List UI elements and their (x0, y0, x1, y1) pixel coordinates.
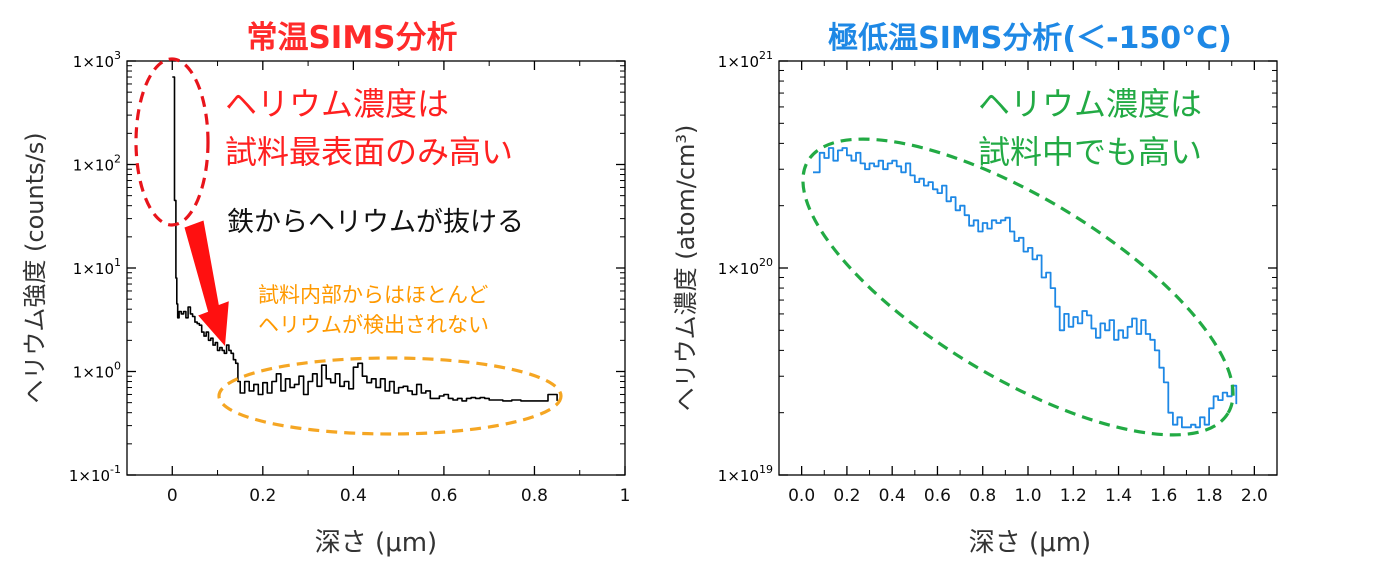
left-surface-ellipse (134, 57, 210, 227)
right-x-axis-label: 深さ (μm) (969, 528, 1091, 558)
right-x-tick-label: 0.6 (924, 486, 951, 506)
left-x-axis-label: 深さ (μm) (315, 528, 437, 558)
left-y-axis-ticks: 1×103 1×102 1×101 1×100 1×10-1 (69, 49, 625, 485)
left-x-tick-label: 0 (167, 486, 178, 506)
left-chart: 常温SIMS分析 1×103 1×102 1×101 1×100 1×10-1 0 0.2… (21, 20, 630, 558)
left-annotation-5: ヘリウムが検出されない (258, 313, 489, 337)
right-chart-title: 極低温SIMS分析(＜-150°C) (828, 21, 1232, 56)
right-x-tick-label: 1.0 (1014, 486, 1041, 506)
left-y-tick-label: 1×10-1 (69, 463, 121, 485)
left-x-tick-label: 0.8 (521, 486, 548, 506)
right-y-axis-label: ヘリウム濃度 (atom/cm³) (672, 125, 700, 412)
left-x-tick-label: 0.6 (430, 486, 457, 506)
left-y-axis-label: ヘリウム強度 (counts/s) (21, 132, 49, 403)
right-y-tick-label: 1×1020 (718, 256, 773, 278)
right-x-tick-label: 1.6 (1150, 486, 1177, 506)
right-x-axis-ticks: 0.0 0.2 0.4 0.6 0.8 1.0 1.2 1.4 1.6 1.8 2.0 (788, 61, 1268, 506)
right-x-tick-label: 2.0 (1241, 486, 1268, 506)
left-y-tick-label: 1×103 (73, 49, 121, 71)
right-y-tick-label: 1×1019 (718, 463, 773, 485)
left-x-tick-label: 1 (620, 486, 631, 506)
right-x-tick-label: 0.8 (969, 486, 996, 506)
right-x-tick-label: 0.0 (788, 486, 815, 506)
right-x-tick-label: 0.4 (879, 486, 906, 506)
right-annotation-1: ヘリウム濃度は (978, 85, 1202, 123)
right-x-tick-label: 0.2 (833, 486, 860, 506)
right-chart: 極低温SIMS分析(＜-150°C) 1×1021 1×1020 1×1019 0.… (672, 21, 1278, 558)
right-x-tick-label: 1.8 (1196, 486, 1223, 506)
left-x-tick-label: 0.4 (340, 486, 367, 506)
right-x-tick-label: 1.4 (1105, 486, 1132, 506)
left-chart-title: 常温SIMS分析 (246, 20, 457, 56)
right-ellipse (801, 137, 1235, 437)
left-red-arrow (184, 220, 229, 346)
left-interior-ellipse (217, 356, 563, 436)
right-y-axis-ticks: 1×1021 1×1020 1×1019 (718, 49, 1277, 485)
left-x-axis-ticks: 0 0.2 0.4 0.6 0.8 1 (167, 61, 631, 506)
right-x-tick-label: 1.2 (1060, 486, 1087, 506)
left-y-tick-label: 1×102 (73, 153, 121, 175)
left-annotation-4: 試料内部からはほとんど (258, 283, 488, 307)
left-series-line (172, 76, 558, 402)
left-annotation-3: 鉄からヘリウムが抜ける (227, 207, 524, 238)
right-series-line (813, 147, 1238, 429)
left-y-tick-label: 1×101 (73, 256, 121, 278)
right-plot-frame (778, 60, 1278, 476)
left-y-tick-label: 1×100 (73, 360, 121, 382)
left-annotation-2: 試料最表面のみ高い (225, 133, 513, 171)
left-x-tick-label: 0.2 (249, 486, 276, 506)
right-y-tick-label: 1×1021 (718, 49, 773, 71)
right-annotation-2: 試料中でも高い (978, 133, 1202, 171)
left-annotation-1: ヘリウム濃度は (225, 85, 449, 123)
